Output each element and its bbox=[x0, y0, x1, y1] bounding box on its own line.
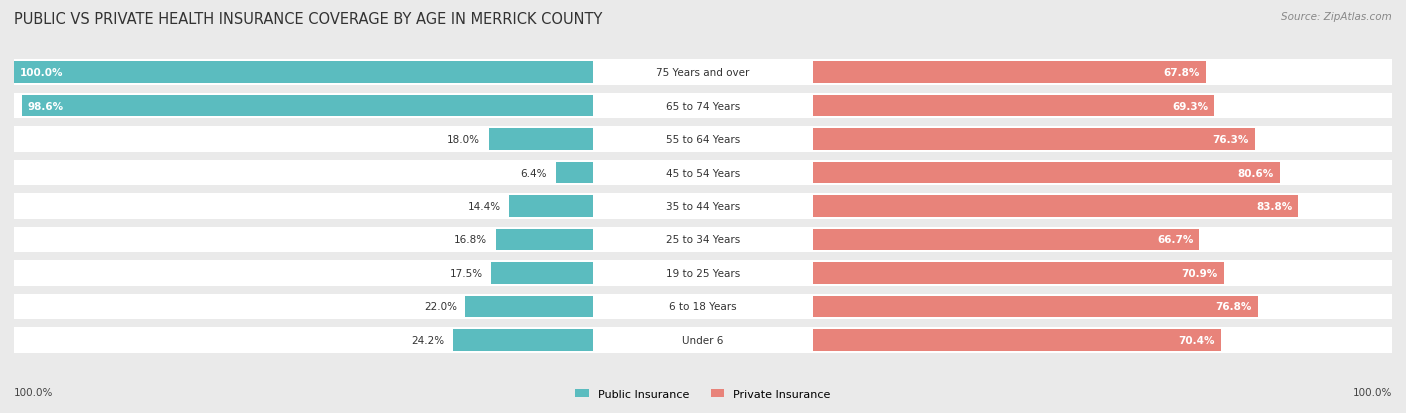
Bar bbox=[14, 60, 593, 86]
Bar bbox=[813, 261, 1392, 286]
Bar bbox=[813, 327, 1392, 353]
Bar bbox=[14, 261, 593, 286]
Bar bbox=[509, 196, 593, 217]
FancyBboxPatch shape bbox=[586, 294, 593, 320]
Bar bbox=[813, 62, 1205, 84]
Bar bbox=[492, 262, 593, 284]
Bar bbox=[813, 194, 1392, 219]
FancyBboxPatch shape bbox=[813, 127, 820, 152]
Text: 45 to 54 Years: 45 to 54 Years bbox=[666, 168, 740, 178]
Text: 69.3%: 69.3% bbox=[1173, 101, 1209, 112]
Text: 83.8%: 83.8% bbox=[1256, 202, 1292, 211]
FancyBboxPatch shape bbox=[586, 160, 593, 186]
Bar bbox=[813, 162, 1279, 184]
Bar bbox=[813, 294, 1392, 320]
FancyBboxPatch shape bbox=[586, 261, 593, 286]
Bar bbox=[813, 227, 1392, 253]
Bar bbox=[14, 160, 593, 186]
Text: 66.7%: 66.7% bbox=[1157, 235, 1194, 245]
FancyBboxPatch shape bbox=[593, 127, 813, 152]
FancyBboxPatch shape bbox=[593, 160, 813, 186]
Text: 98.6%: 98.6% bbox=[28, 101, 65, 112]
Text: PUBLIC VS PRIVATE HEALTH INSURANCE COVERAGE BY AGE IN MERRICK COUNTY: PUBLIC VS PRIVATE HEALTH INSURANCE COVER… bbox=[14, 12, 602, 27]
Text: 35 to 44 Years: 35 to 44 Years bbox=[666, 202, 740, 211]
Text: 70.4%: 70.4% bbox=[1178, 335, 1215, 345]
Bar bbox=[813, 60, 1392, 86]
Bar bbox=[813, 196, 1298, 217]
Text: Under 6: Under 6 bbox=[682, 335, 724, 345]
Bar bbox=[14, 294, 593, 320]
FancyBboxPatch shape bbox=[593, 194, 813, 219]
Text: 100.0%: 100.0% bbox=[14, 387, 53, 397]
FancyBboxPatch shape bbox=[813, 227, 820, 253]
Bar bbox=[14, 93, 593, 119]
FancyBboxPatch shape bbox=[813, 294, 820, 320]
Bar bbox=[14, 194, 593, 219]
Text: 65 to 74 Years: 65 to 74 Years bbox=[666, 101, 740, 112]
Text: 6 to 18 Years: 6 to 18 Years bbox=[669, 301, 737, 312]
Text: 25 to 34 Years: 25 to 34 Years bbox=[666, 235, 740, 245]
Text: 100.0%: 100.0% bbox=[1353, 387, 1392, 397]
Bar bbox=[813, 229, 1199, 251]
Text: 16.8%: 16.8% bbox=[454, 235, 486, 245]
FancyBboxPatch shape bbox=[586, 127, 593, 152]
Bar bbox=[813, 160, 1392, 186]
Bar bbox=[813, 129, 1254, 151]
FancyBboxPatch shape bbox=[593, 261, 813, 286]
Bar bbox=[22, 95, 593, 117]
Text: 100.0%: 100.0% bbox=[20, 68, 63, 78]
FancyBboxPatch shape bbox=[586, 93, 593, 119]
FancyBboxPatch shape bbox=[586, 227, 593, 253]
Text: 18.0%: 18.0% bbox=[447, 135, 479, 145]
FancyBboxPatch shape bbox=[813, 194, 820, 219]
Bar bbox=[813, 95, 1215, 117]
FancyBboxPatch shape bbox=[593, 93, 813, 119]
Text: 70.9%: 70.9% bbox=[1181, 268, 1218, 278]
FancyBboxPatch shape bbox=[593, 60, 813, 86]
Bar bbox=[813, 127, 1392, 152]
Text: 22.0%: 22.0% bbox=[423, 301, 457, 312]
Bar bbox=[14, 327, 593, 353]
Bar bbox=[495, 229, 593, 251]
Text: 75 Years and over: 75 Years and over bbox=[657, 68, 749, 78]
Legend: Public Insurance, Private Insurance: Public Insurance, Private Insurance bbox=[571, 385, 835, 404]
Bar bbox=[555, 162, 593, 184]
Text: 17.5%: 17.5% bbox=[450, 268, 482, 278]
Text: 6.4%: 6.4% bbox=[520, 168, 547, 178]
Text: 19 to 25 Years: 19 to 25 Years bbox=[666, 268, 740, 278]
Bar bbox=[14, 62, 593, 84]
FancyBboxPatch shape bbox=[593, 294, 813, 320]
Text: Source: ZipAtlas.com: Source: ZipAtlas.com bbox=[1281, 12, 1392, 22]
Bar bbox=[489, 129, 593, 151]
Text: 24.2%: 24.2% bbox=[411, 335, 444, 345]
Bar bbox=[14, 127, 593, 152]
FancyBboxPatch shape bbox=[586, 60, 593, 86]
Text: 76.8%: 76.8% bbox=[1216, 301, 1251, 312]
Bar bbox=[465, 296, 593, 318]
FancyBboxPatch shape bbox=[813, 160, 820, 186]
Text: 55 to 64 Years: 55 to 64 Years bbox=[666, 135, 740, 145]
FancyBboxPatch shape bbox=[593, 327, 813, 353]
Bar bbox=[14, 227, 593, 253]
FancyBboxPatch shape bbox=[813, 60, 820, 86]
FancyBboxPatch shape bbox=[813, 93, 820, 119]
Text: 14.4%: 14.4% bbox=[468, 202, 501, 211]
Bar bbox=[813, 262, 1223, 284]
Text: 76.3%: 76.3% bbox=[1212, 135, 1249, 145]
Bar bbox=[813, 329, 1220, 351]
Bar bbox=[813, 296, 1258, 318]
FancyBboxPatch shape bbox=[586, 194, 593, 219]
FancyBboxPatch shape bbox=[593, 227, 813, 253]
FancyBboxPatch shape bbox=[813, 261, 820, 286]
Text: 67.8%: 67.8% bbox=[1163, 68, 1199, 78]
Bar bbox=[453, 329, 593, 351]
Text: 80.6%: 80.6% bbox=[1237, 168, 1274, 178]
Bar bbox=[813, 93, 1392, 119]
FancyBboxPatch shape bbox=[586, 327, 593, 353]
FancyBboxPatch shape bbox=[813, 327, 820, 353]
